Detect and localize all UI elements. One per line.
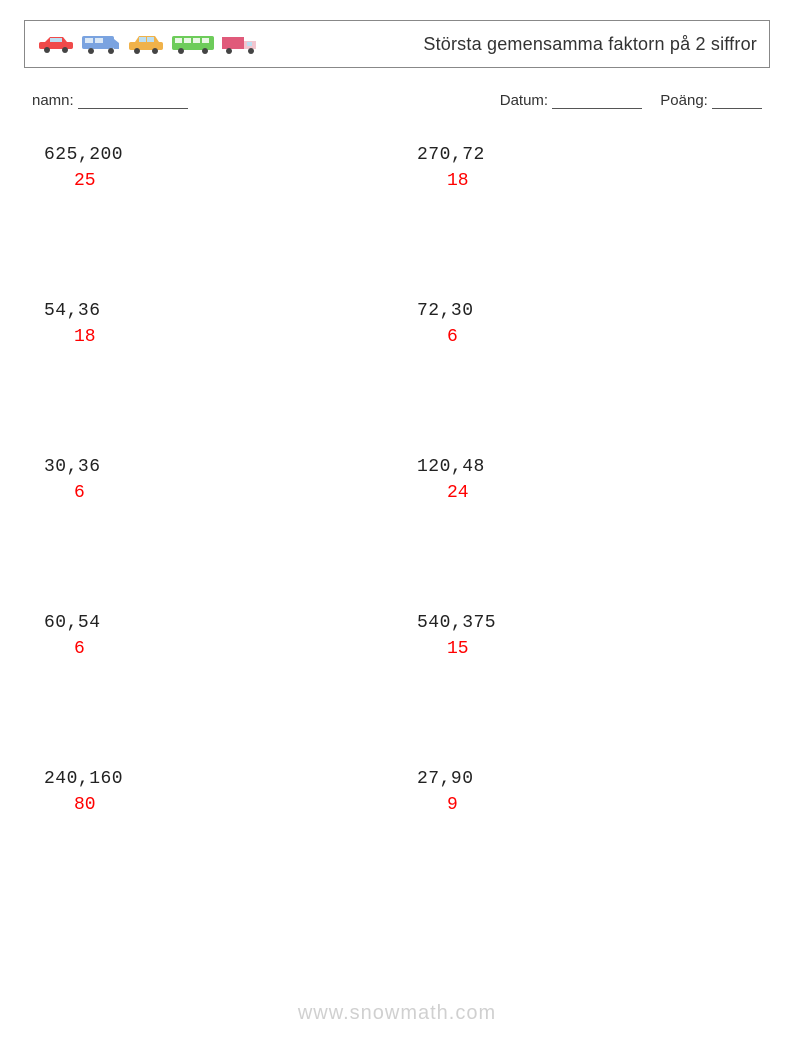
score-label: Poäng: [660, 92, 708, 109]
name-label: namn: [32, 92, 74, 109]
problem-question: 270,72 [417, 145, 750, 165]
suv-icon [127, 33, 165, 55]
problem-answer: 15 [417, 639, 750, 659]
score-field: Poäng: [660, 92, 762, 109]
problem-answer: 6 [44, 639, 377, 659]
name-field: namn: [32, 92, 188, 109]
problem-item: 240,160 80 [44, 769, 377, 815]
car-sedan-icon [37, 34, 75, 54]
worksheet-title: Största gemensamma faktorn på 2 siffror [423, 34, 757, 55]
problem-answer: 80 [44, 795, 377, 815]
problem-item: 120,48 24 [417, 457, 750, 503]
problem-question: 240,160 [44, 769, 377, 789]
problem-answer: 6 [44, 483, 377, 503]
meta-row: namn: Datum: Poäng: [24, 92, 770, 109]
problem-item: 72,30 6 [417, 301, 750, 347]
worksheet-page: Största gemensamma faktorn på 2 siffror … [0, 0, 794, 1053]
problem-answer: 9 [417, 795, 750, 815]
problem-item: 540,375 15 [417, 613, 750, 659]
truck-icon [221, 33, 261, 55]
problem-question: 30,36 [44, 457, 377, 477]
problems-grid: 625,200 25 270,72 18 54,36 18 72,30 6 30… [24, 145, 770, 815]
problem-answer: 18 [44, 327, 377, 347]
bus-icon [171, 33, 215, 55]
meta-right: Datum: Poäng: [500, 92, 762, 109]
problem-question: 27,90 [417, 769, 750, 789]
header-box: Största gemensamma faktorn på 2 siffror [24, 20, 770, 68]
van-icon [81, 33, 121, 55]
problem-answer: 18 [417, 171, 750, 191]
problem-item: 60,54 6 [44, 613, 377, 659]
date-field: Datum: [500, 92, 643, 109]
score-underline[interactable] [712, 95, 762, 109]
problem-question: 120,48 [417, 457, 750, 477]
problem-answer: 25 [44, 171, 377, 191]
problem-item: 54,36 18 [44, 301, 377, 347]
name-underline[interactable] [78, 95, 188, 109]
problem-question: 625,200 [44, 145, 377, 165]
problem-question: 54,36 [44, 301, 377, 321]
problem-item: 270,72 18 [417, 145, 750, 191]
problem-answer: 24 [417, 483, 750, 503]
problem-item: 625,200 25 [44, 145, 377, 191]
problem-question: 72,30 [417, 301, 750, 321]
vehicle-icons [37, 33, 261, 55]
problem-question: 540,375 [417, 613, 750, 633]
date-label: Datum: [500, 92, 548, 109]
problem-item: 27,90 9 [417, 769, 750, 815]
problem-answer: 6 [417, 327, 750, 347]
problem-item: 30,36 6 [44, 457, 377, 503]
date-underline[interactable] [552, 95, 642, 109]
watermark: www.snowmath.com [298, 1002, 496, 1025]
problem-question: 60,54 [44, 613, 377, 633]
